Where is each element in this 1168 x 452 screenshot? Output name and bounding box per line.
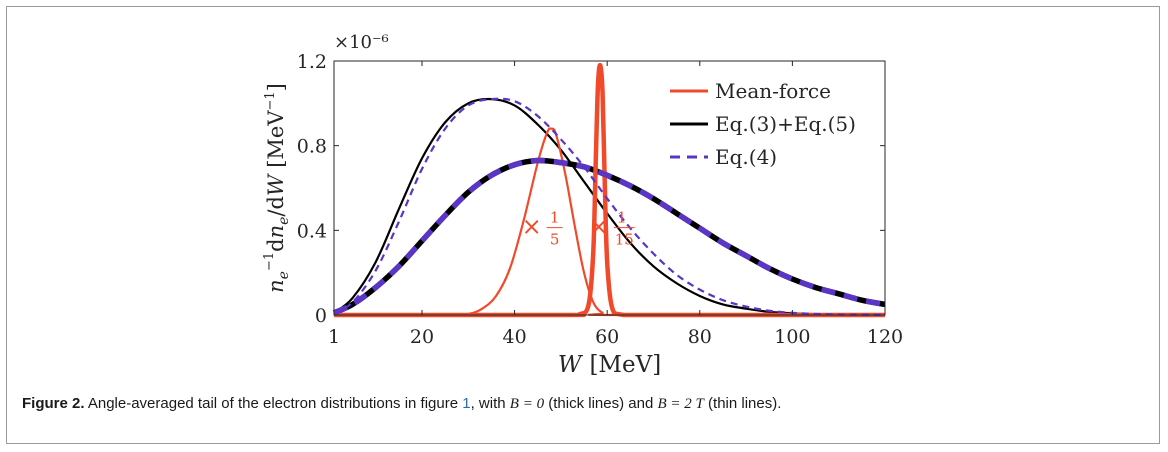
annotation-denominator: 15 [615, 231, 634, 249]
caption-text-mid: , with [470, 395, 510, 412]
x-tick-label: 20 [410, 326, 434, 348]
y-axis-label: ne−1dne/dW [MeV−1] [262, 83, 292, 293]
caption-text: Angle-averaged tail of the electron dist… [84, 395, 463, 412]
y-tick-label: 1.2 [297, 51, 327, 73]
y-axis-label-part: ] [264, 83, 288, 91]
x-axis-variable: W [558, 352, 584, 378]
x-tick-label: 120 [867, 326, 903, 348]
caption-figure-link[interactable]: 1 [462, 395, 471, 412]
y-axis-label-part: d [264, 238, 288, 251]
annotation-numerator: 1 [617, 209, 627, 227]
caption-b2: B = 2 T [657, 396, 704, 412]
caption-label: Figure 2. [22, 395, 85, 412]
y-tick-label: 0 [315, 305, 327, 327]
x-tick-label: 60 [595, 326, 619, 348]
axis-labels: W [MeV]ne−1dne/dW [MeV−1] [262, 83, 661, 378]
annotations: × 15 × 115 [522, 209, 635, 249]
legend-label: Mean-force [715, 79, 831, 103]
x-tick-label: 40 [502, 326, 526, 348]
legend-label: Eq.(3)+Eq.(5) [715, 112, 856, 136]
caption-text-thick: (thick lines) and [544, 395, 658, 412]
x-axis-unit: [MeV] [589, 352, 661, 378]
annotation-denominator: 5 [550, 231, 560, 249]
annotation-times: × [522, 213, 542, 241]
y-axis-label-part: /d [264, 196, 288, 217]
annotation-numerator: 1 [550, 209, 560, 227]
scale-annotation: × 1 15 [589, 209, 635, 249]
legend-label: Eq.(4) [715, 145, 777, 169]
scale-annotation: × 1 5 [522, 209, 563, 249]
figure-frame [6, 6, 1160, 444]
figure-caption: Figure 2. Angle-averaged tail of the ele… [22, 395, 781, 413]
legend: Mean-force Eq.(3)+Eq.(5) Eq.(4) [670, 79, 856, 169]
axes-box [333, 60, 886, 316]
y-axis-label-part: n [264, 225, 288, 239]
y-axis-label-part: −1 [263, 91, 278, 110]
y-axis-label-part: [MeV [264, 110, 288, 175]
axes [333, 60, 886, 316]
y-tick-label: 0.8 [297, 136, 327, 158]
y-axis-label-part: e [276, 217, 292, 225]
y-axis-exponent: ×10⁻⁶ [334, 32, 389, 53]
series-eq-4-thick [332, 157, 886, 316]
x-tick-label: 1 [328, 326, 340, 348]
y-axis-label-part: e [276, 271, 292, 279]
x-tick-label: 100 [774, 326, 810, 348]
x-tick-label: 80 [688, 326, 712, 348]
y-axis-label-part: −1 [262, 252, 277, 271]
caption-b0: B = 0 [509, 396, 545, 412]
y-axis-label-part: n [264, 279, 288, 293]
series-mean-force-thin [334, 127, 885, 317]
y-tick-label: 0.4 [297, 220, 327, 242]
annotation-times: × [589, 213, 609, 241]
y-axis-label-part: W [264, 172, 288, 196]
caption-text-thin: (thin lines). [703, 395, 782, 412]
x-axis-label: W [MeV] [558, 352, 661, 378]
